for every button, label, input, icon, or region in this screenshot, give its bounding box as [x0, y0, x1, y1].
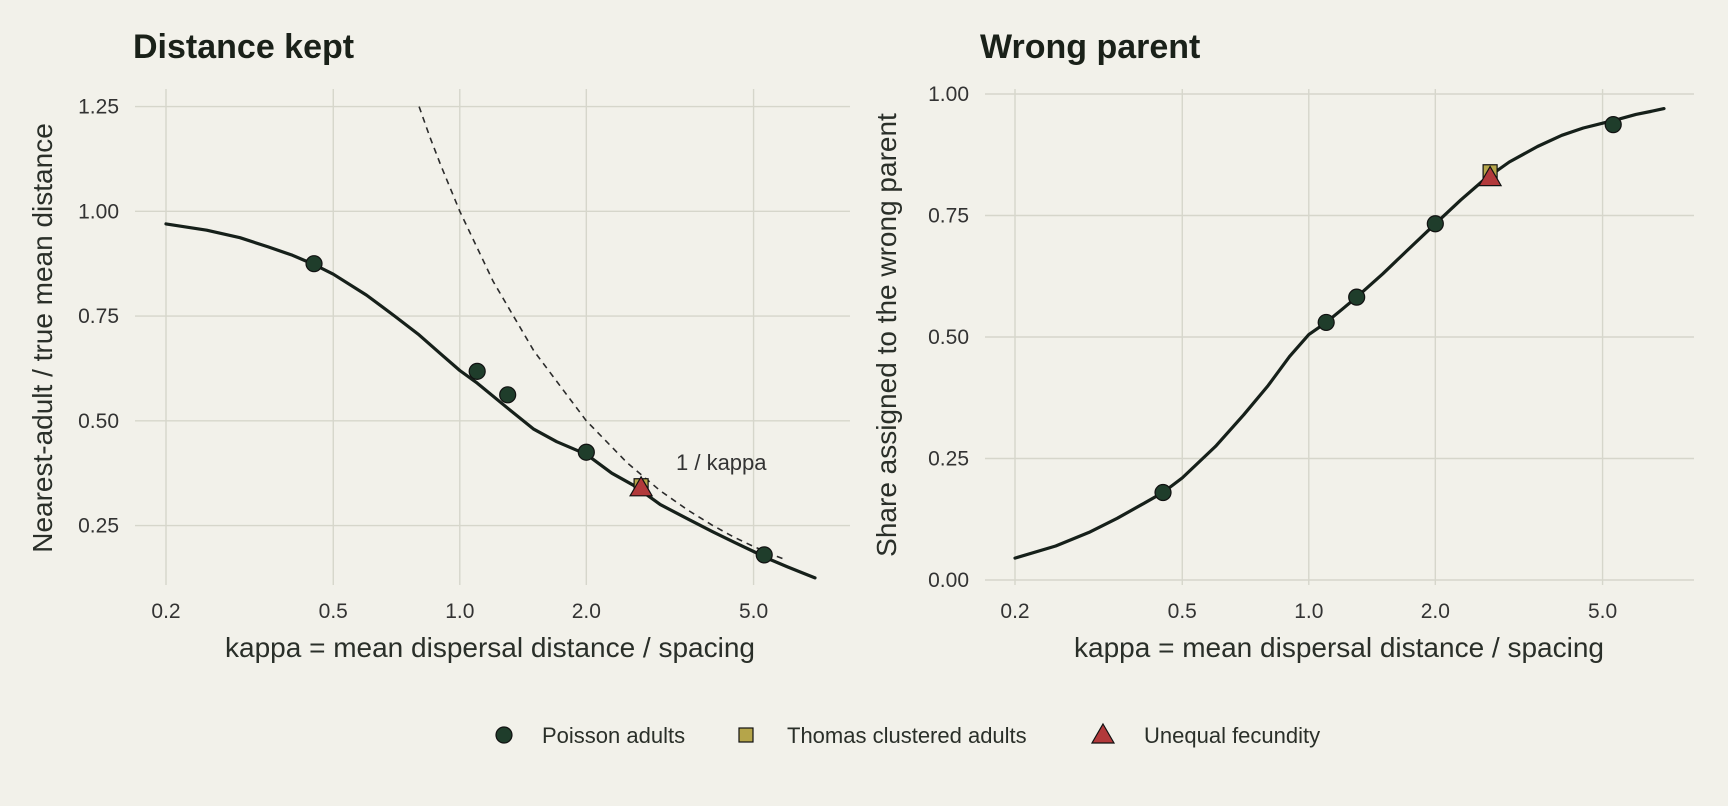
y-axis-title: Share assigned to the wrong parent	[871, 113, 902, 557]
point-poisson-adults	[755, 546, 773, 564]
reference-curve-layer	[418, 106, 788, 562]
point-poisson-adults	[1426, 215, 1444, 233]
data-points	[1154, 116, 1622, 502]
x-axis-title: kappa = mean dispersal distance / spacin…	[1074, 632, 1604, 663]
fit-curve	[164, 222, 817, 580]
y-tick-label: 1.25	[78, 96, 119, 119]
y-tick-label: 0.50	[928, 326, 969, 349]
reference-curve-label: 1 / kappa	[676, 450, 767, 475]
y-tick-label: 0.00	[928, 569, 969, 592]
x-tick-label: 0.5	[319, 600, 348, 623]
x-tick-label: 5.0	[1588, 600, 1617, 623]
legend-marker-triangle	[1090, 722, 1116, 744]
reference-curve	[418, 106, 788, 562]
data-points	[305, 255, 773, 564]
panel-title: Distance kept	[133, 28, 354, 66]
tick-labels: 0.2 0.5 1.0 2.0 5.0 0.00 0.25 0.50 0.75 1.00	[928, 83, 1617, 623]
y-tick-label: 0.50	[78, 410, 119, 433]
point-poisson-adults	[1154, 483, 1172, 502]
legend-item-thomas: Thomas clustered adults	[738, 723, 1027, 748]
x-tick-label: 2.0	[572, 600, 601, 623]
x-tick-label: 2.0	[1421, 600, 1450, 623]
legend-marker-circle	[495, 726, 513, 744]
legend-item-unequal: Unequal fecundity	[1090, 722, 1320, 748]
x-tick-label: 1.0	[1294, 600, 1323, 623]
legend-marker-square	[738, 727, 754, 743]
y-tick-label: 1.00	[78, 200, 119, 223]
legend-label: Unequal fecundity	[1144, 723, 1320, 748]
point-poisson-adults	[577, 443, 595, 461]
legend-label: Poisson adults	[542, 723, 685, 748]
x-tick-label: 5.0	[739, 600, 768, 623]
legend-item-poisson: Poisson adults	[495, 723, 685, 748]
y-tick-label: 0.75	[928, 205, 969, 228]
point-unequal-fecundity	[1478, 165, 1503, 187]
fit-curve-layer	[164, 222, 817, 580]
point-poisson-adults	[1348, 288, 1366, 306]
y-axis-title: Nearest-adult / true mean distance	[27, 123, 58, 553]
x-tick-label: 0.2	[151, 600, 180, 623]
legend-label: Thomas clustered adults	[787, 723, 1027, 748]
x-axis-title: kappa = mean dispersal distance / spacin…	[225, 632, 755, 663]
y-tick-label: 0.25	[928, 448, 969, 471]
tick-labels: 0.2 0.5 1.0 2.0 5.0 0.25 0.50 0.75 1.00 1.25	[78, 96, 768, 623]
point-poisson-adults	[468, 362, 486, 380]
point-unequal-fecundity	[629, 475, 654, 497]
point-poisson-adults	[305, 255, 323, 273]
panel-wrong-parent: Wrong parent 0.2 0.5 1.0 2.0 5.0 0.00 0.25 0.50…	[871, 28, 1694, 663]
legend: Poisson adults Thomas clustered adults U…	[495, 722, 1320, 748]
x-tick-label: 1.0	[445, 600, 474, 623]
point-poisson-adults	[1604, 116, 1622, 134]
grid	[985, 89, 1694, 585]
point-poisson-adults	[499, 386, 517, 404]
y-tick-label: 0.75	[78, 305, 119, 328]
y-tick-label: 0.25	[78, 515, 119, 538]
y-tick-label: 1.00	[928, 83, 969, 106]
grid	[135, 89, 850, 585]
point-poisson-adults	[1317, 313, 1335, 332]
panel-distance-kept: Distance kept 0.2 0.5 1.0 2.0 5.0 0.25 0.50 0.7…	[27, 28, 850, 663]
panel-title: Wrong parent	[980, 28, 1200, 66]
x-tick-label: 0.5	[1168, 600, 1197, 623]
x-tick-label: 0.2	[1000, 600, 1029, 623]
